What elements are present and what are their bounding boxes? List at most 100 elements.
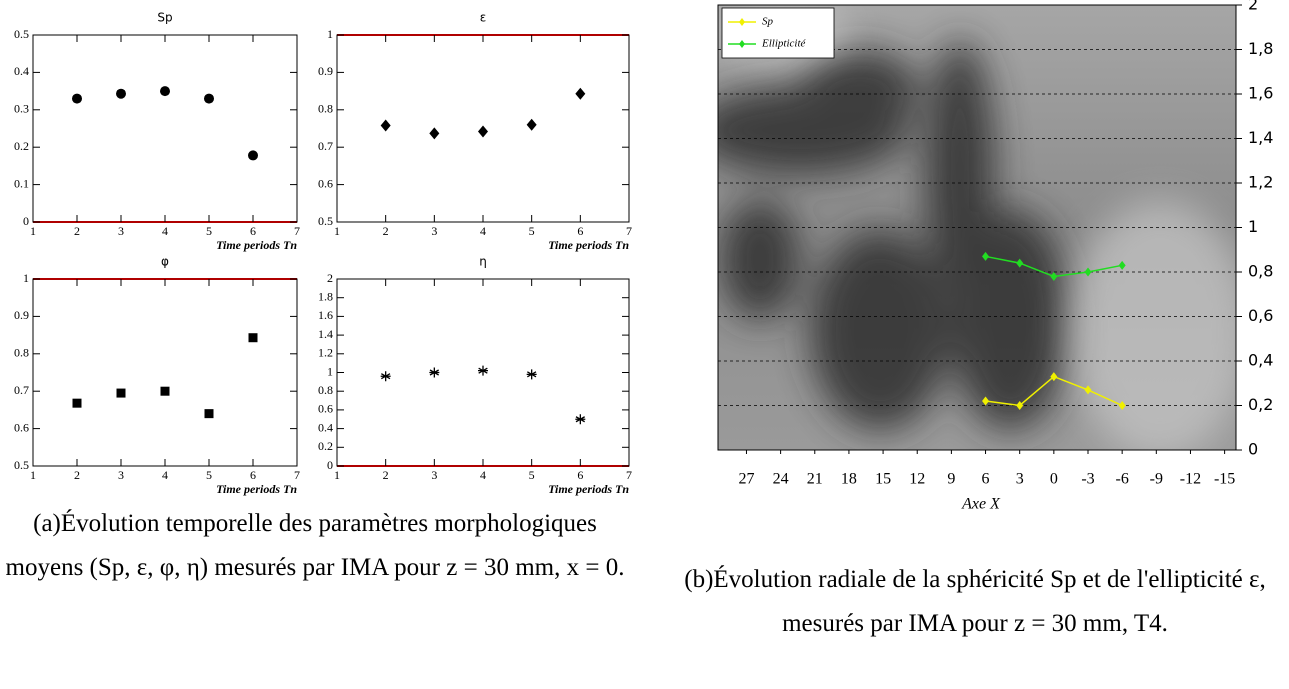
marker: [204, 409, 214, 419]
y-tick-label: 0,6: [1248, 306, 1273, 325]
legend-label: Sp: [762, 16, 774, 28]
y-tick-label: 2: [327, 271, 333, 285]
y-tick-label: 0.9: [14, 308, 29, 322]
y-tick-label: 1,8: [1248, 39, 1273, 58]
marker: [380, 371, 391, 382]
x-tick-label: 6: [577, 468, 583, 482]
y-tick-label: 0: [23, 214, 29, 228]
chart-title: η: [479, 255, 487, 269]
y-tick-label: 0.5: [318, 214, 333, 228]
marker: [982, 396, 990, 406]
marker: [248, 333, 258, 343]
marker: [1118, 260, 1126, 270]
y-tick-label: 0.7: [318, 139, 333, 153]
x-axis-label: Time periods Tn: [216, 482, 297, 496]
x-tick-label: 5: [529, 224, 535, 238]
y-tick-label: 0,2: [1248, 395, 1273, 414]
y-tick-label: 0: [327, 458, 333, 472]
y-tick-label: 1,4: [1248, 128, 1273, 147]
x-tick-label: 21: [807, 471, 823, 488]
x-tick-label: 6: [577, 224, 583, 238]
x-tick-label: 3: [118, 468, 124, 482]
y-tick-label: 1,6: [1248, 84, 1273, 103]
plot-frame: [32, 34, 298, 223]
x-tick-label: -15: [1214, 471, 1235, 488]
marker: [1050, 271, 1058, 281]
x-tick-label: 4: [480, 468, 486, 482]
marker: [204, 93, 214, 104]
x-tick-label: 3: [431, 468, 437, 482]
chart-title: Sp: [157, 11, 172, 25]
y-tick-label: 0.9: [318, 64, 333, 78]
y-tick-label: 0.4: [318, 420, 333, 434]
x-tick-label: 15: [875, 471, 891, 488]
y-tick-label: 0.8: [318, 102, 333, 116]
x-tick-label: 27: [738, 471, 754, 488]
y-tick-label: 0.6: [14, 420, 29, 434]
x-tick-label: 7: [626, 468, 632, 482]
marker: [248, 150, 258, 161]
y-tick-label: 1: [327, 27, 333, 41]
y-tick-label: 2: [1248, 0, 1258, 14]
x-tick-label: 6: [982, 471, 990, 488]
x-tick-label: 3: [431, 224, 437, 238]
y-tick-label: 1: [327, 364, 333, 378]
marker: [1084, 385, 1092, 395]
y-tick-label: 0.6: [318, 402, 333, 416]
x-tick-label: 1: [334, 224, 340, 238]
marker: [575, 87, 586, 100]
x-tick-label: 4: [480, 224, 486, 238]
y-tick-label: 1: [1248, 217, 1258, 236]
marker: [429, 367, 440, 378]
x-tick-label: 24: [773, 471, 789, 488]
marker: [526, 369, 537, 380]
y-tick-label: 1: [23, 271, 29, 285]
marker: [116, 88, 126, 99]
marker: [526, 118, 537, 131]
legend-label: Ellipticité: [761, 38, 806, 50]
x-tick-label: -3: [1081, 471, 1094, 488]
marker: [116, 388, 126, 398]
legend-box: [721, 7, 835, 59]
x-tick-label: 1: [30, 224, 36, 238]
marker: [1016, 258, 1024, 268]
x-tick-label: 7: [294, 224, 300, 238]
x-tick-label: 7: [294, 468, 300, 482]
chart-title: φ: [161, 255, 169, 269]
marker: [739, 18, 745, 26]
x-tick-label: 5: [206, 468, 212, 482]
x-tick-label: -12: [1180, 471, 1201, 488]
x-tick-label: 0: [1050, 471, 1058, 488]
y-tick-label: 0.7: [14, 383, 29, 397]
x-tick-label: 3: [1016, 471, 1024, 488]
y-tick-label: 0.8: [318, 383, 333, 397]
marker: [429, 127, 440, 140]
y-tick-label: 1.4: [318, 327, 333, 341]
marker: [72, 398, 82, 408]
x-tick-label: 12: [909, 471, 925, 488]
y-tick-label: 0,8: [1248, 262, 1273, 281]
y-tick-label: 0.3: [14, 102, 29, 116]
marker: [1084, 267, 1092, 277]
marker: [478, 365, 488, 376]
y-tick-label: 1.6: [318, 308, 333, 322]
marker: [739, 40, 745, 48]
y-tick-label: 0.4: [14, 64, 29, 78]
marker: [380, 119, 391, 132]
marker: [575, 414, 586, 425]
y-tick-label: 0.2: [14, 139, 29, 153]
x-tick-label: 7: [626, 224, 632, 238]
x-tick-label: 5: [206, 224, 212, 238]
y-tick-label: 0.8: [14, 346, 29, 360]
x-tick-label: 2: [383, 224, 389, 238]
x-tick-label: 3: [118, 224, 124, 238]
marker: [982, 251, 990, 261]
y-tick-label: 0.2: [318, 439, 333, 453]
plot-frame: [32, 278, 298, 467]
x-tick-label: -9: [1150, 471, 1163, 488]
marker: [478, 125, 488, 138]
caption-a: (a)Évolution temporelle des paramètres m…: [5, 510, 625, 581]
x-axis-label: Axe X: [961, 496, 1001, 513]
